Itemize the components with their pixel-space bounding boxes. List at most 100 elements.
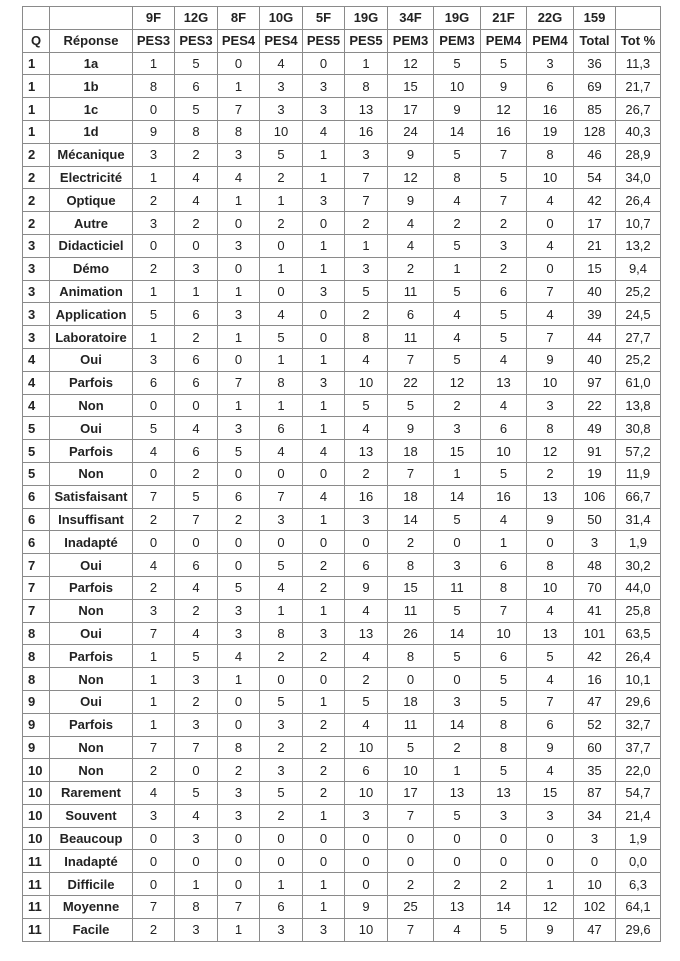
total-cell: 40 — [573, 279, 616, 304]
table-cell: 8 — [526, 142, 574, 167]
percent-cell: 11,9 — [615, 461, 661, 486]
table-cell: 3 — [344, 142, 388, 167]
table-cell: 2 — [174, 598, 218, 623]
table-cell: 2 — [302, 735, 345, 760]
table-cell: 9 — [344, 575, 388, 600]
table-cell: 13 — [344, 621, 388, 646]
table-cell: 2 — [526, 461, 574, 486]
table-cell: 5 — [259, 325, 303, 349]
table-cell: 8 — [387, 644, 434, 669]
table-cell: 3 — [217, 416, 260, 441]
table-cell: 2 — [174, 689, 218, 714]
table-cell: 14 — [480, 895, 527, 919]
percent-cell: 44,0 — [615, 575, 661, 600]
total-cell: 97 — [573, 370, 616, 395]
table-cell: 3 — [174, 826, 218, 851]
table-cell: 8 — [344, 325, 388, 349]
table-cell: 5 — [174, 51, 218, 76]
table-row: 10 Beaucoup 0 3 0 0 0 0 0 0 0 0 3 1,9 — [22, 826, 661, 851]
table-cell: 0 — [302, 667, 345, 691]
table-cell: 1 — [259, 393, 303, 418]
table-cell: 16 — [480, 484, 527, 509]
table-cell: 13 — [480, 370, 527, 395]
table-cell: 2 — [302, 575, 345, 600]
table-cell: 8 — [480, 712, 527, 737]
table-cell: 4 — [174, 575, 218, 600]
table-row: 4 Oui 3 6 0 1 1 4 7 5 4 9 40 25,2 — [22, 347, 661, 372]
table-cell: 3 — [217, 781, 260, 805]
table-cell: 2 — [132, 917, 175, 942]
table-cell: 2 — [174, 211, 218, 235]
table-cell: 6 — [174, 302, 218, 327]
response-cell: Inadapté — [49, 530, 133, 555]
header-cell: PES4 — [217, 28, 260, 53]
total-cell: 34 — [573, 803, 616, 828]
response-cell: 1d — [49, 119, 133, 144]
question-cell: 10 — [22, 803, 50, 828]
percent-cell: 27,7 — [615, 325, 661, 349]
table-cell: 2 — [344, 461, 388, 486]
table-cell: 1 — [259, 256, 303, 281]
table-cell: 5 — [480, 917, 527, 942]
header-cell: 12G — [174, 6, 218, 30]
percent-cell: 63,5 — [615, 621, 661, 646]
table-cell: 12 — [433, 370, 481, 395]
table-cell: 7 — [132, 621, 175, 646]
question-cell: 3 — [22, 325, 50, 349]
table-cell: 1 — [259, 188, 303, 213]
table-cell: 4 — [344, 598, 388, 623]
table-cell: 4 — [480, 507, 527, 532]
question-cell: 9 — [22, 712, 50, 737]
header-cell: 19G — [433, 6, 481, 30]
question-cell: 2 — [22, 188, 50, 213]
table-cell: 7 — [387, 803, 434, 828]
table-cell: 4 — [387, 211, 434, 235]
table-cell: 8 — [526, 553, 574, 577]
table-cell: 3 — [302, 188, 345, 213]
table-cell: 3 — [526, 51, 574, 76]
table-cell: 8 — [480, 575, 527, 600]
table-cell: 4 — [344, 644, 388, 669]
question-cell: 1 — [22, 74, 50, 99]
table-cell: 8 — [344, 74, 388, 99]
total-cell: 128 — [573, 119, 616, 144]
percent-cell: 1,9 — [615, 530, 661, 555]
table-cell: 3 — [433, 416, 481, 441]
header-cell — [22, 6, 50, 30]
table-cell: 1 — [302, 895, 345, 919]
table-cell: 4 — [259, 302, 303, 327]
table-row: 9 Parfois 1 3 0 3 2 4 11 14 8 6 52 32,7 — [22, 712, 661, 737]
table-cell: 0 — [132, 461, 175, 486]
table-cell: 18 — [387, 689, 434, 714]
table-cell: 3 — [174, 256, 218, 281]
table-row: 8 Parfois 1 5 4 2 2 4 8 5 6 5 42 26,4 — [22, 644, 661, 669]
table-cell: 0 — [132, 826, 175, 851]
table-cell: 2 — [433, 735, 481, 760]
table-cell: 11 — [387, 279, 434, 304]
table-cell: 3 — [480, 233, 527, 258]
table-cell: 6 — [259, 416, 303, 441]
table-cell: 16 — [344, 484, 388, 509]
table-cell: 3 — [302, 74, 345, 99]
table-cell: 2 — [217, 758, 260, 783]
table-cell: 0 — [344, 530, 388, 555]
percent-cell: 34,0 — [615, 165, 661, 190]
header-row-labels: Q Réponse PES3 PES3 PES4 PES4 PES5 PES5 PEM3 PEM3… — [22, 28, 661, 53]
table-cell: 0 — [259, 233, 303, 258]
table-cell: 5 — [344, 689, 388, 714]
table-cell: 6 — [174, 74, 218, 99]
table-cell: 9 — [387, 416, 434, 441]
table-cell: 0 — [217, 872, 260, 897]
question-cell: 7 — [22, 553, 50, 577]
response-cell: Autre — [49, 211, 133, 235]
table-cell: 8 — [526, 416, 574, 441]
table-cell: 8 — [174, 119, 218, 144]
question-cell: 2 — [22, 211, 50, 235]
total-cell: 35 — [573, 758, 616, 783]
total-cell: 50 — [573, 507, 616, 532]
table-row: 10 Souvent 3 4 3 2 1 3 7 5 3 3 34 21,4 — [22, 803, 661, 828]
table-cell: 4 — [132, 781, 175, 805]
table-row: 11 Facile 2 3 1 3 3 10 7 4 5 9 47 29,6 — [22, 917, 661, 942]
table-row: 3 Laboratoire 1 2 1 5 0 8 11 4 5 7 44 27,7 — [22, 325, 661, 349]
table-cell: 1 — [302, 142, 345, 167]
